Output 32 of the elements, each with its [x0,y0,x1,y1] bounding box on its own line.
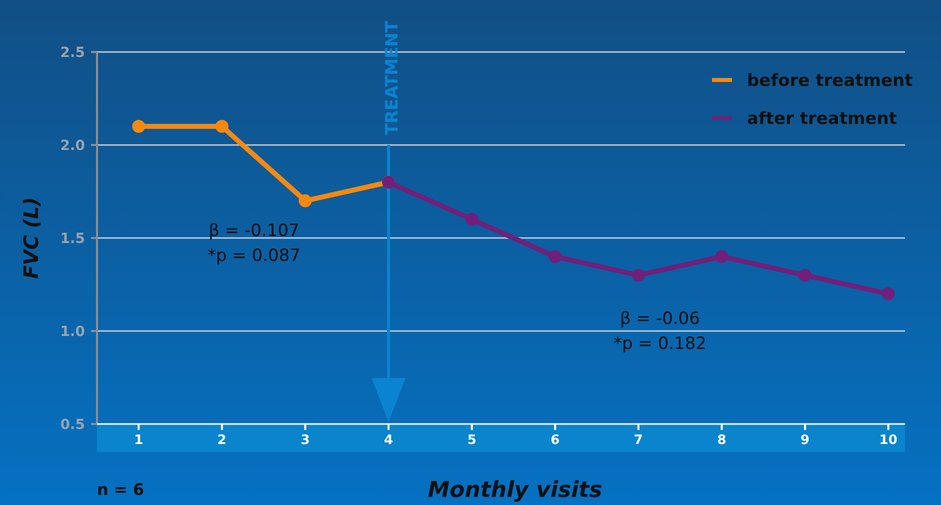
x-tick-label: 7 [634,433,643,448]
point [215,120,228,133]
point [548,250,562,264]
y-tick-label: 2.0 [60,138,86,154]
point [715,250,728,264]
point [632,268,645,282]
legend-label: after treatment [747,108,897,129]
annotation: β = -0.107 *p = 0.087 [207,221,301,266]
point [465,212,478,226]
legend-label: before treatment [747,70,913,91]
y-axis-title: FVC (L) [19,197,43,279]
x-tick-label: 6 [550,433,560,448]
x-tick-label: 3 [300,433,310,448]
y-tick-label: 1.5 [60,230,85,247]
text: n = 6 [97,480,144,499]
x-tick-label: 8 [717,433,726,448]
point [798,268,812,282]
x-tick-label: 4 [384,433,394,448]
annotation: β = -0.06 *p = 0.182 [613,309,707,354]
x-tick-label: 1 [134,433,144,448]
x-tick-label: 9 [800,433,810,448]
y-tick-label: 1.0 [60,324,86,340]
x-axis-title: Monthly visits [428,478,602,503]
x-tick-label: 2 [217,433,226,448]
point [132,120,146,133]
y-tick-label: 2.5 [60,44,85,61]
ref-line-label: TREATMENT [382,20,403,135]
point [882,287,895,300]
y-tick-label: 0.5 [60,416,85,433]
x-tick-label: 10 [879,433,898,448]
point [298,194,312,208]
x-tick-label: 5 [467,433,476,448]
